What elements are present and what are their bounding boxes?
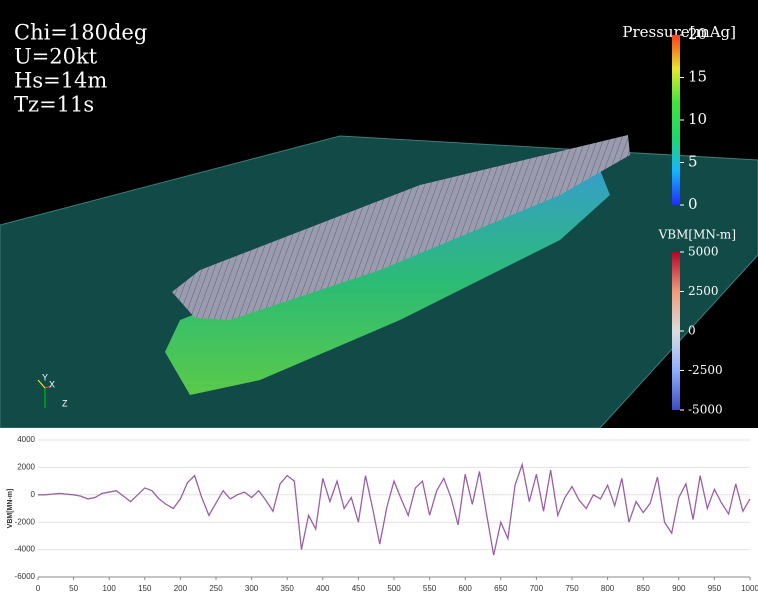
page: Chi=180degU=20ktHs=14mTz=11sPressure[mAg… xyxy=(0,0,758,596)
triad-label: X xyxy=(49,379,55,389)
y-tick-label: -2000 xyxy=(15,517,36,526)
triad-label: Y xyxy=(42,372,48,382)
x-tick-label: 250 xyxy=(209,584,223,593)
x-tick-label: 200 xyxy=(174,584,188,593)
y-tick-label: -4000 xyxy=(15,545,36,554)
colorbar-tick-label: 20 xyxy=(688,25,707,43)
colorbar xyxy=(672,252,680,410)
y-tick-label: 4000 xyxy=(17,435,35,444)
colorbar-tick-label: 5 xyxy=(688,153,698,171)
triad-label: Z xyxy=(62,398,68,408)
colorbar xyxy=(672,35,680,205)
y-tick-label: 0 xyxy=(31,490,36,499)
x-tick-label: 50 xyxy=(69,584,78,593)
condition-label: U=20kt xyxy=(14,45,98,69)
colorbar-tick-label: -2500 xyxy=(688,363,723,377)
x-tick-label: 850 xyxy=(637,584,651,593)
x-tick-label: 550 xyxy=(423,584,437,593)
y-tick-label: -6000 xyxy=(15,572,36,581)
condition-label: Chi=180deg xyxy=(14,21,147,45)
colorbar-tick-label: -5000 xyxy=(688,403,723,417)
condition-label: Tz=11s xyxy=(14,93,94,117)
x-tick-label: 950 xyxy=(708,584,722,593)
x-tick-label: 750 xyxy=(565,584,579,593)
x-tick-label: 400 xyxy=(316,584,330,593)
x-tick-label: 300 xyxy=(245,584,259,593)
x-tick-label: 800 xyxy=(601,584,615,593)
x-tick-label: 500 xyxy=(387,584,401,593)
colorbar-tick-label: 0 xyxy=(688,324,696,338)
y-axis-label: VBM[MN-m] xyxy=(7,489,14,529)
colorbar-tick-label: 10 xyxy=(688,110,707,128)
x-tick-label: 100 xyxy=(103,584,117,593)
x-tick-label: 450 xyxy=(352,584,366,593)
screen: Chi=180degU=20ktHs=14mTz=11sPressure[mAg… xyxy=(0,0,758,596)
x-tick-label: 650 xyxy=(494,584,508,593)
condition-label: Hs=14m xyxy=(14,69,107,93)
x-tick-label: 150 xyxy=(138,584,152,593)
x-tick-label: 900 xyxy=(672,584,686,593)
colorbar-tick-label: 5000 xyxy=(688,245,719,259)
x-tick-label: 700 xyxy=(530,584,544,593)
y-tick-label: 2000 xyxy=(17,463,35,472)
x-tick-label: 350 xyxy=(281,584,295,593)
x-tick-label: 1000 xyxy=(741,584,758,593)
x-tick-label: 600 xyxy=(459,584,473,593)
colorbar-title: VBM[MN-m] xyxy=(658,228,736,242)
colorbar-tick-label: 0 xyxy=(688,195,698,213)
colorbar-tick-label: 15 xyxy=(688,68,707,86)
colorbar-tick-label: 2500 xyxy=(688,284,719,298)
x-tick-label: 0 xyxy=(36,584,41,593)
